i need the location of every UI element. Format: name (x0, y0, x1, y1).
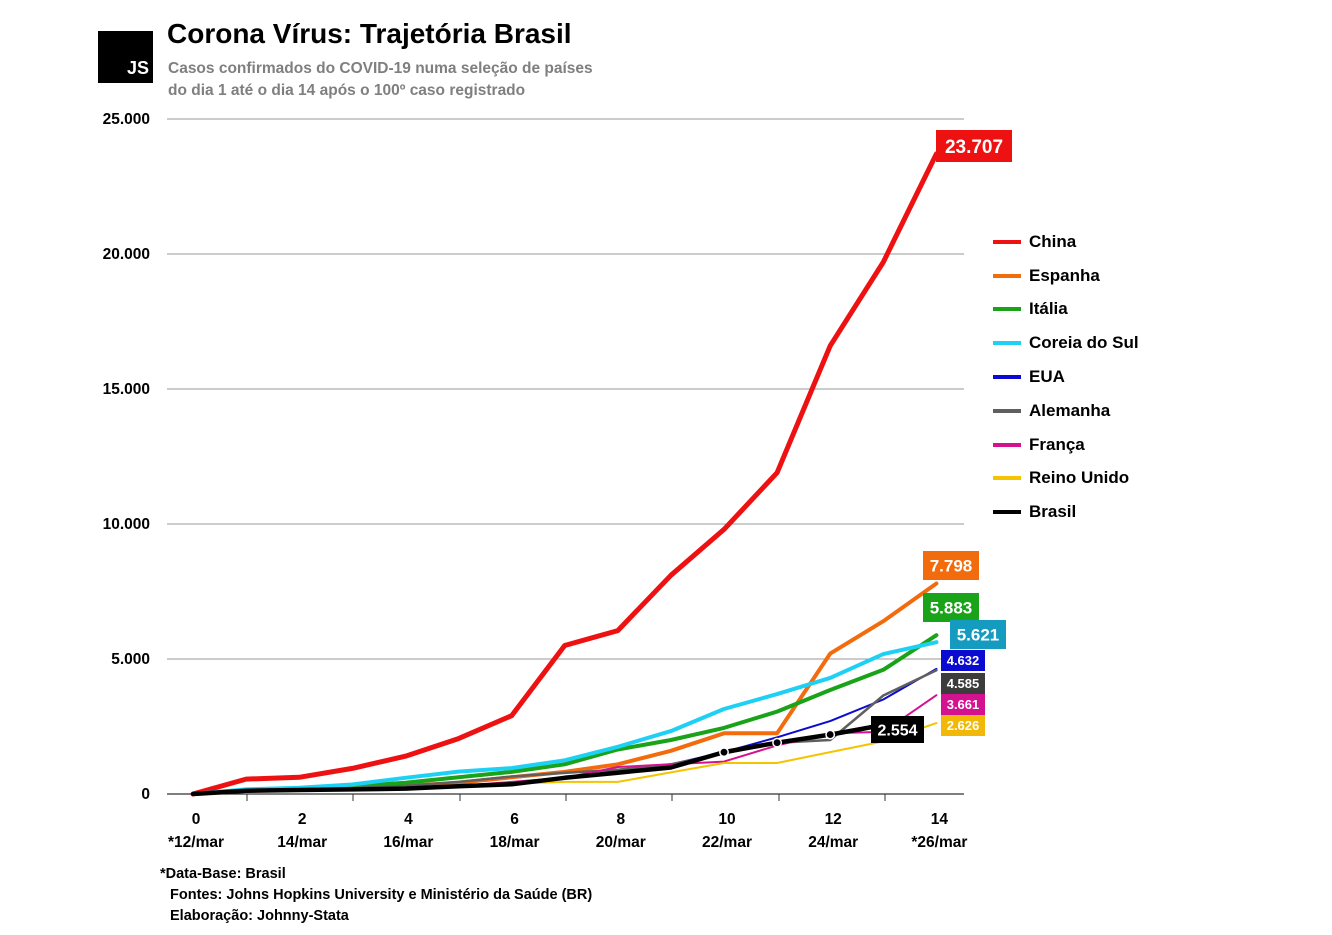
legend-item: Coreia do Sul (993, 326, 1139, 360)
end-label-box (936, 130, 1012, 162)
legend-swatch (993, 408, 1021, 413)
y-tick-label: 25.000 (103, 111, 150, 128)
x-tick-label: 14 (931, 811, 949, 828)
legend-swatch (993, 341, 1021, 346)
y-tick-label: 15.000 (103, 381, 150, 398)
y-tick-label: 5.000 (111, 651, 150, 668)
legend-label: Espanha (1029, 265, 1100, 285)
legend-swatch (993, 476, 1021, 481)
legend-label: Alemanha (1029, 400, 1111, 420)
legend-item: Reino Unido (993, 462, 1139, 496)
end-label-brasil: 2.554 (877, 722, 917, 739)
legend-label: EUA (1029, 367, 1065, 387)
js-logo: JS (98, 31, 153, 83)
legend-item: Itália (993, 293, 1139, 327)
legend-item: Alemanha (993, 394, 1139, 428)
series-line-brasil (190, 722, 886, 797)
data-marker-brasil (772, 737, 783, 748)
x-date-label: *12/mar (168, 834, 224, 851)
end-label-box (941, 650, 985, 671)
end-label-china: 23.707 (945, 137, 1003, 158)
end-label-itália: 5.883 (930, 599, 973, 618)
legend-item: EUA (993, 360, 1139, 394)
x-date-label: *26/mar (911, 834, 967, 851)
chart-footer: *Data-Base: Brasil Fontes: Johns Hopkins… (160, 864, 592, 927)
x-date-label: 24/mar (808, 834, 858, 851)
series-line-china (190, 151, 939, 797)
legend-swatch (993, 510, 1021, 515)
legend-label: Brasil (1029, 502, 1077, 522)
legend-item: China (993, 225, 1139, 259)
legend-label: Itália (1029, 299, 1068, 319)
legend-label: Coreia do Sul (1029, 333, 1139, 353)
subtitle-line-1: Casos confirmados do COVID-19 numa seleç… (168, 60, 593, 77)
legend-item: Brasil (993, 495, 1139, 529)
x-tick-label: 8 (616, 811, 625, 828)
series-line-coreia-do-sul (191, 640, 939, 796)
end-label-box (941, 715, 985, 736)
y-tick-label: 20.000 (103, 246, 150, 263)
legend-label: Reino Unido (1029, 468, 1130, 488)
chart-title: Corona Vírus: Trajetória Brasil (167, 18, 572, 49)
x-tick-label: 10 (718, 811, 735, 828)
x-date-label: 16/mar (383, 834, 433, 851)
end-label-reino-unido: 2.626 (947, 718, 980, 733)
x-tick-label: 12 (825, 811, 842, 828)
x-tick-label: 0 (192, 811, 201, 828)
end-label-eua: 4.632 (947, 653, 980, 668)
end-label-box (941, 673, 985, 694)
legend-label: China (1029, 231, 1077, 251)
end-label-coreia-do-sul: 5.621 (957, 626, 1000, 645)
end-label-alemanha: 4.585 (947, 676, 980, 691)
end-label-espanha: 7.798 (930, 557, 973, 576)
legend-swatch (993, 307, 1021, 312)
data-marker-brasil (719, 747, 729, 758)
end-label-frança: 3.661 (947, 697, 980, 712)
y-tick-label: 0 (141, 786, 150, 803)
sources-note: Fontes: Johns Hopkins University e Minis… (170, 887, 593, 903)
chart-legend: China Espanha Itália Coreia do Sul EUA Aleman… (993, 225, 1139, 529)
legend-swatch (993, 239, 1021, 244)
author-note: Elaboração: Johnny-Stata (170, 908, 349, 924)
database-note: *Data-Base: Brasil (160, 866, 286, 882)
chart-subtitle: Casos confirmados do COVID-19 numa seleç… (168, 58, 593, 102)
x-tick-label: 4 (404, 811, 413, 828)
x-date-label: 20/mar (596, 834, 646, 851)
legend-swatch (993, 273, 1021, 278)
legend-item: Espanha (993, 259, 1139, 293)
x-date-label: 18/mar (490, 834, 540, 851)
legend-swatch (993, 375, 1021, 380)
data-marker-brasil (825, 729, 836, 740)
x-tick-label: 2 (298, 811, 307, 828)
x-date-label: 22/mar (702, 834, 752, 851)
legend-item: França (993, 428, 1139, 462)
end-label-box (941, 694, 985, 715)
x-date-label: 14/mar (277, 834, 327, 851)
y-tick-label: 10.000 (103, 516, 150, 533)
end-label-box (923, 593, 979, 622)
legend-label: França (1029, 434, 1085, 454)
end-label-box (871, 716, 924, 743)
end-label-box (950, 620, 1006, 649)
x-tick-label: 6 (510, 811, 519, 828)
legend-swatch (993, 442, 1021, 447)
subtitle-line-2: do dia 1 até o dia 14 após o 100º caso r… (168, 82, 526, 99)
end-label-box (923, 551, 979, 580)
